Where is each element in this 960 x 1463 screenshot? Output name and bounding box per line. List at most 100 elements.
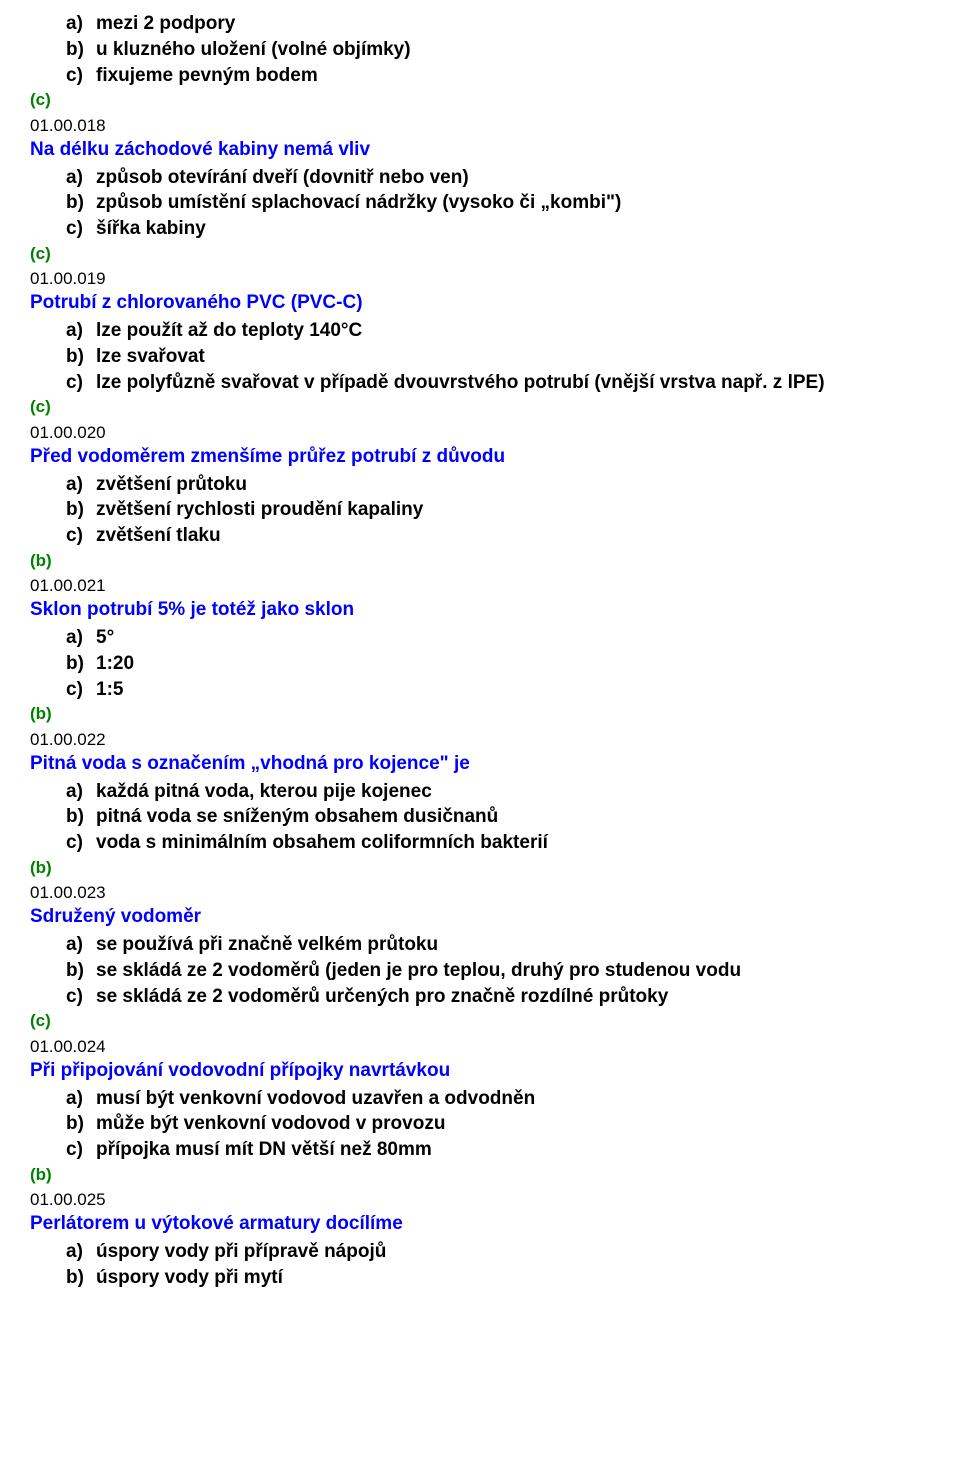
- option-marker: c): [66, 64, 96, 88]
- question-number: 01.00.022: [30, 729, 930, 750]
- question-text: Sklon potrubí 5% je totéž jako sklon: [30, 598, 930, 622]
- option-marker: a): [66, 319, 96, 343]
- question-text: Sdružený vodoměr: [30, 905, 930, 929]
- options: a) každá pitná voda, kterou pije kojenec…: [66, 780, 930, 855]
- option-a: a) úspory vody při přípravě nápojů: [66, 1240, 930, 1264]
- option-text: se používá při značně velkém průtoku: [96, 933, 930, 957]
- question-text: Perlátorem u výtokové armatury docílíme: [30, 1212, 930, 1236]
- answer: (b): [30, 857, 930, 878]
- option-marker: a): [66, 12, 96, 36]
- option-marker: c): [66, 1138, 96, 1162]
- option-text: lze použít až do teploty 140°C: [96, 319, 930, 343]
- question-022: 01.00.022 Pitná voda s označením „vhodná…: [30, 729, 930, 879]
- page: a) mezi 2 podpory b) u kluzného uložení …: [0, 0, 960, 1324]
- option-b: b) zvětšení rychlosti proudění kapaliny: [66, 498, 930, 522]
- option-text: 1:5: [96, 678, 930, 702]
- option-b: b) se skládá ze 2 vodoměrů (jeden je pro…: [66, 959, 930, 983]
- option-marker: b): [66, 959, 96, 983]
- options: a) způsob otevírání dveří (dovnitř nebo …: [66, 166, 930, 241]
- option-b: b) 1:20: [66, 652, 930, 676]
- answer: (c): [30, 1010, 930, 1031]
- option-b: b) pitná voda se sníženým obsahem dusičn…: [66, 805, 930, 829]
- option-b: b) způsob umístění splachovací nádržky (…: [66, 191, 930, 215]
- question-prelude: a) mezi 2 podpory b) u kluzného uložení …: [30, 12, 930, 111]
- options: a) 5° b) 1:20 c) 1:5: [66, 626, 930, 701]
- option-marker: b): [66, 805, 96, 829]
- option-text: může být venkovní vodovod v provozu: [96, 1112, 930, 1136]
- option-marker: b): [66, 652, 96, 676]
- options: a) lze použít až do teploty 140°C b) lze…: [66, 319, 930, 394]
- option-text: přípojka musí mít DN větší než 80mm: [96, 1138, 930, 1162]
- option-marker: c): [66, 524, 96, 548]
- option-text: musí být venkovní vodovod uzavřen a odvo…: [96, 1087, 930, 1111]
- option-b: b) lze svařovat: [66, 345, 930, 369]
- question-021: 01.00.021 Sklon potrubí 5% je totéž jako…: [30, 575, 930, 725]
- option-a: a) 5°: [66, 626, 930, 650]
- option-a: a) každá pitná voda, kterou pije kojenec: [66, 780, 930, 804]
- answer: (b): [30, 703, 930, 724]
- question-024: 01.00.024 Při připojování vodovodní příp…: [30, 1036, 930, 1186]
- option-marker: b): [66, 1112, 96, 1136]
- question-text: Před vodoměrem zmenšíme průřez potrubí z…: [30, 445, 930, 469]
- option-a: a) se používá při značně velkém průtoku: [66, 933, 930, 957]
- option-text: se skládá ze 2 vodoměrů (jeden je pro te…: [96, 959, 930, 983]
- option-marker: c): [66, 217, 96, 241]
- option-text: lze polyfůzně svařovat v případě dvouvrs…: [96, 371, 930, 395]
- option-text: úspory vody při mytí: [96, 1266, 930, 1290]
- option-text: u kluzného uložení (volné objímky): [96, 38, 930, 62]
- question-text: Pitná voda s označením „vhodná pro kojen…: [30, 752, 930, 776]
- question-number: 01.00.023: [30, 882, 930, 903]
- option-text: zvětšení průtoku: [96, 473, 930, 497]
- question-023: 01.00.023 Sdružený vodoměr a) se používá…: [30, 882, 930, 1032]
- option-marker: a): [66, 1240, 96, 1264]
- options: a) úspory vody při přípravě nápojů b) ús…: [66, 1240, 930, 1290]
- option-a: a) musí být venkovní vodovod uzavřen a o…: [66, 1087, 930, 1111]
- question-text: Při připojování vodovodní přípojky navrt…: [30, 1059, 930, 1083]
- option-b: b) úspory vody při mytí: [66, 1266, 930, 1290]
- option-c: c) 1:5: [66, 678, 930, 702]
- option-marker: b): [66, 191, 96, 215]
- option-c: c) přípojka musí mít DN větší než 80mm: [66, 1138, 930, 1162]
- option-text: způsob umístění splachovací nádržky (vys…: [96, 191, 930, 215]
- option-marker: b): [66, 345, 96, 369]
- option-marker: c): [66, 985, 96, 1009]
- option-text: se skládá ze 2 vodoměrů určených pro zna…: [96, 985, 930, 1009]
- option-c: c) fixujeme pevným bodem: [66, 64, 930, 88]
- option-a: a) zvětšení průtoku: [66, 473, 930, 497]
- option-c: c) voda s minimálním obsahem coliformníc…: [66, 831, 930, 855]
- option-c: c) zvětšení tlaku: [66, 524, 930, 548]
- question-text: Potrubí z chlorovaného PVC (PVC-C): [30, 291, 930, 315]
- option-marker: a): [66, 166, 96, 190]
- option-a: a) způsob otevírání dveří (dovnitř nebo …: [66, 166, 930, 190]
- option-text: mezi 2 podpory: [96, 12, 930, 36]
- answer: (b): [30, 1164, 930, 1185]
- question-number: 01.00.021: [30, 575, 930, 596]
- option-c: c) lze polyfůzně svařovat v případě dvou…: [66, 371, 930, 395]
- answer: (c): [30, 243, 930, 264]
- question-text: Na délku záchodové kabiny nemá vliv: [30, 138, 930, 162]
- question-020: 01.00.020 Před vodoměrem zmenšíme průřez…: [30, 422, 930, 572]
- option-text: úspory vody při přípravě nápojů: [96, 1240, 930, 1264]
- option-marker: b): [66, 38, 96, 62]
- option-marker: c): [66, 371, 96, 395]
- question-019: 01.00.019 Potrubí z chlorovaného PVC (PV…: [30, 268, 930, 418]
- option-text: způsob otevírání dveří (dovnitř nebo ven…: [96, 166, 930, 190]
- option-marker: b): [66, 498, 96, 522]
- option-a: a) lze použít až do teploty 140°C: [66, 319, 930, 343]
- question-number: 01.00.018: [30, 115, 930, 136]
- option-text: zvětšení rychlosti proudění kapaliny: [96, 498, 930, 522]
- options: a) zvětšení průtoku b) zvětšení rychlost…: [66, 473, 930, 548]
- option-marker: a): [66, 626, 96, 650]
- option-marker: a): [66, 473, 96, 497]
- option-text: pitná voda se sníženým obsahem dusičnanů: [96, 805, 930, 829]
- answer: (c): [30, 396, 930, 417]
- option-text: zvětšení tlaku: [96, 524, 930, 548]
- option-marker: c): [66, 831, 96, 855]
- question-number: 01.00.024: [30, 1036, 930, 1057]
- option-marker: a): [66, 1087, 96, 1111]
- option-c: c) šířka kabiny: [66, 217, 930, 241]
- options: a) musí být venkovní vodovod uzavřen a o…: [66, 1087, 930, 1162]
- option-text: 5°: [96, 626, 930, 650]
- option-marker: c): [66, 678, 96, 702]
- question-number: 01.00.019: [30, 268, 930, 289]
